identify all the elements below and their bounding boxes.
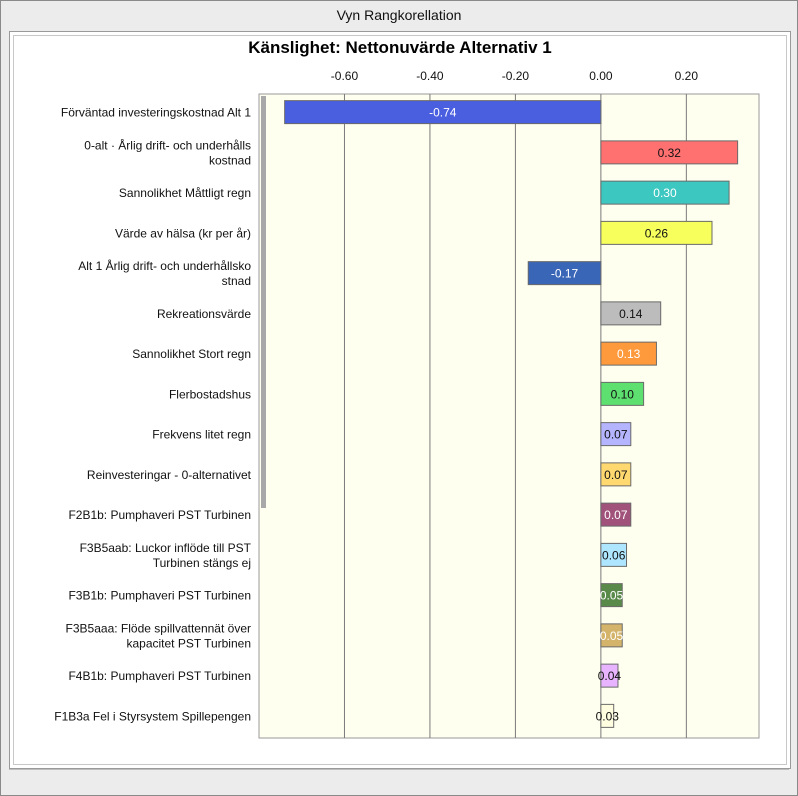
bar[interactable] bbox=[600, 623, 623, 648]
data-label: 0.07 bbox=[604, 468, 628, 482]
category-label: F3B1b: Pumphaveri PST Turbinen bbox=[68, 589, 251, 603]
data-label: -0.17 bbox=[551, 267, 579, 281]
category-label: Alt 1 Årlig drift- och underhållsko bbox=[78, 258, 251, 273]
data-label: 0.26 bbox=[645, 226, 669, 240]
category-label: 0-alt · Årlig drift- och underhålls bbox=[84, 137, 251, 152]
data-label: 0.32 bbox=[658, 146, 682, 160]
data-label: 0.03 bbox=[596, 709, 620, 723]
status-bar bbox=[9, 769, 789, 790]
bar[interactable] bbox=[600, 140, 739, 165]
category-label: Sannolikhet Måttligt regn bbox=[119, 186, 251, 200]
category-label: F2B1b: Pumphaveri PST Turbinen bbox=[68, 508, 251, 522]
category-label: Förväntad investeringskostnad Alt 1 bbox=[61, 106, 251, 120]
x-tick-label: -0.20 bbox=[502, 69, 530, 83]
category-label: F1B3a Fel i Styrsystem Spillepengen bbox=[54, 709, 251, 723]
bar[interactable] bbox=[600, 220, 713, 245]
chart-frame: Känslighet: Nettonuvärde Alternativ 1 -0… bbox=[13, 35, 787, 765]
bar[interactable] bbox=[600, 381, 645, 406]
category-label: stnad bbox=[222, 274, 251, 288]
bar[interactable] bbox=[600, 462, 632, 487]
data-label: -0.74 bbox=[429, 106, 457, 120]
category-label: F4B1b: Pumphaveri PST Turbinen bbox=[68, 669, 251, 683]
x-tick-label: -0.60 bbox=[331, 69, 359, 83]
bar[interactable] bbox=[600, 583, 623, 608]
category-label: F3B5aaa: Flöde spillvattennät över bbox=[66, 621, 251, 635]
category-label: Sannolikhet Stort regn bbox=[132, 347, 251, 361]
category-label: kapacitet PST Turbinen bbox=[126, 636, 251, 650]
category-label: kostnad bbox=[209, 153, 251, 167]
x-tick-label: 0.20 bbox=[675, 69, 699, 83]
category-label: Frekvens litet regn bbox=[152, 428, 251, 442]
data-label: 0.04 bbox=[598, 669, 622, 683]
data-label: 0.05 bbox=[600, 589, 624, 603]
bar[interactable] bbox=[600, 180, 730, 205]
category-label: Reinvesteringar - 0-alternativet bbox=[87, 468, 252, 482]
window-title: Vyn Rangkorellation bbox=[336, 7, 462, 23]
scrollbar-thumb[interactable] bbox=[261, 96, 266, 508]
bar[interactable] bbox=[600, 341, 657, 366]
data-label: 0.14 bbox=[619, 307, 643, 321]
bar[interactable] bbox=[284, 100, 602, 125]
category-label: Värde av hälsa (kr per år) bbox=[115, 226, 251, 240]
bar[interactable] bbox=[600, 542, 628, 567]
data-label: 0.07 bbox=[604, 508, 628, 522]
tornado-chart: -0.60 -0.40 -0.20 0.00 0.20 -0.74 Förväntad in… bbox=[54, 69, 760, 739]
data-label: 0.10 bbox=[611, 387, 635, 401]
x-tick-label: 0.00 bbox=[589, 69, 613, 83]
bar[interactable] bbox=[600, 301, 662, 326]
chart-panel: Känslighet: Nettonuvärde Alternativ 1 -0… bbox=[9, 31, 791, 769]
data-label: 0.13 bbox=[617, 347, 641, 361]
bar[interactable] bbox=[600, 663, 619, 688]
bar[interactable] bbox=[527, 261, 602, 286]
bar[interactable] bbox=[600, 703, 615, 728]
category-label: Turbinen stängs ej bbox=[153, 556, 251, 570]
category-label: Flerbostadshus bbox=[169, 387, 251, 401]
category-label: Rekreationsvärde bbox=[157, 307, 251, 321]
x-tick-label: -0.40 bbox=[416, 69, 444, 83]
data-label: 0.06 bbox=[602, 548, 626, 562]
bar[interactable] bbox=[600, 422, 632, 447]
category-label: F3B5aab: Luckor inflöde till PST bbox=[80, 541, 252, 555]
data-label: 0.05 bbox=[600, 629, 624, 643]
data-label: 0.07 bbox=[604, 428, 628, 442]
chart-title: Känslighet: Nettonuvärde Alternativ 1 bbox=[248, 38, 552, 57]
data-label: 0.30 bbox=[653, 186, 677, 200]
bar[interactable] bbox=[600, 502, 632, 527]
